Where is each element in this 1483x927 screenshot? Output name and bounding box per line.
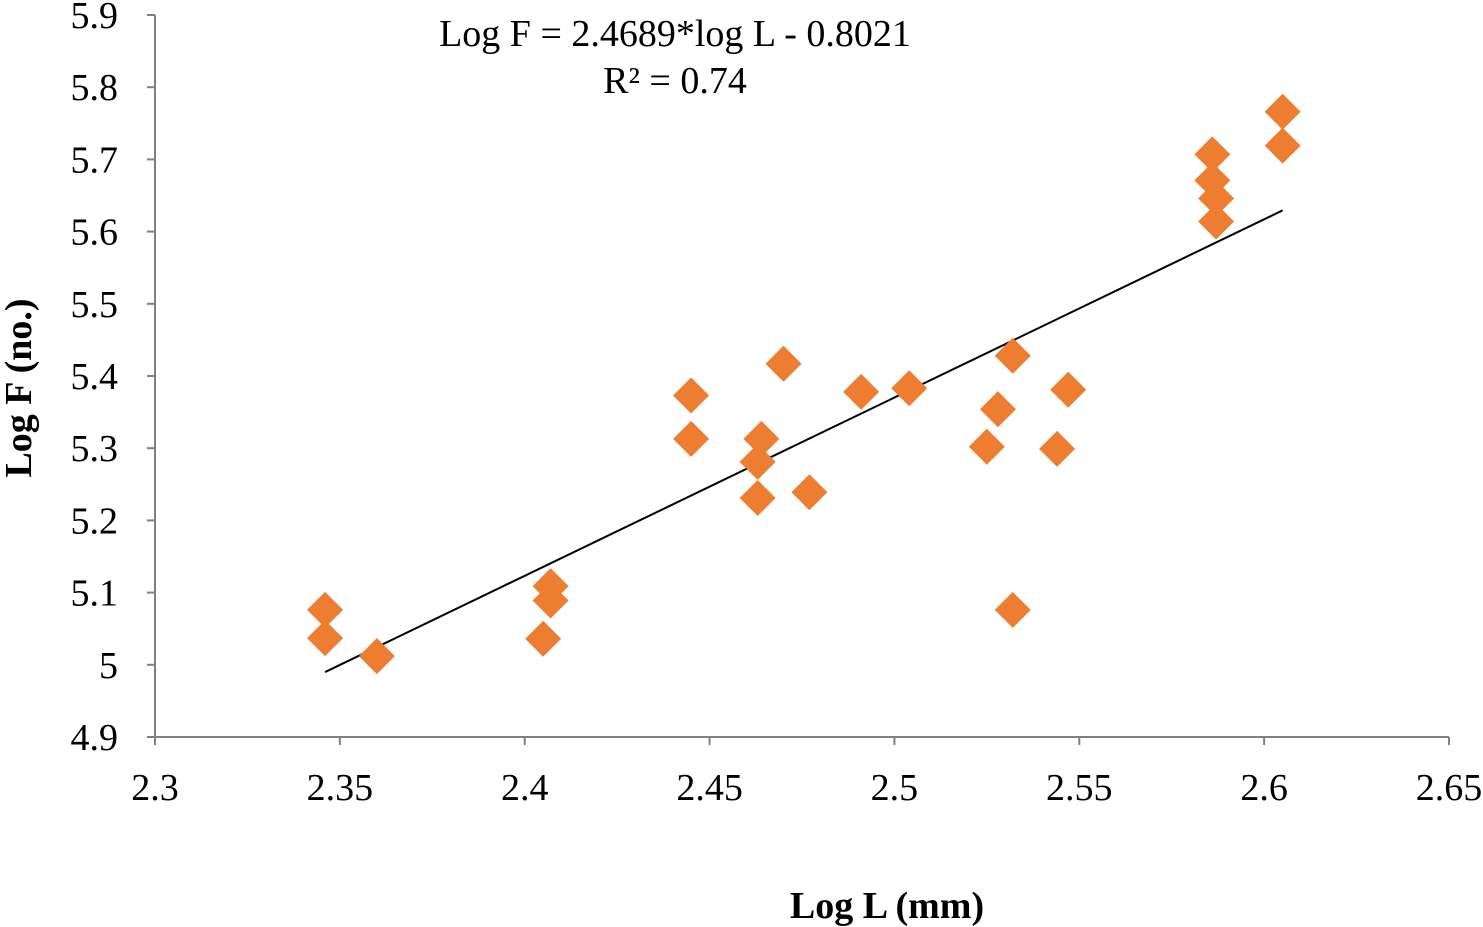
data-point [525,620,562,657]
data-point [307,620,344,657]
x-tick-label: 2.3 [131,767,179,809]
x-tick-label: 2.6 [1240,767,1288,809]
data-point [791,474,828,511]
data-point [1194,136,1231,173]
data-point [994,337,1031,374]
y-tick-label: 5.2 [71,500,119,542]
data-point [743,420,780,457]
axes [154,15,1449,738]
data-point [739,480,776,517]
y-tick-label: 5.3 [71,428,119,470]
y-tick-label: 5 [99,645,118,687]
data-point [891,370,928,407]
x-tick-label: 2.65 [1416,767,1483,809]
y-tick-label: 5.8 [71,67,119,109]
y-tick-label: 5.1 [71,573,119,615]
x-tick-label: 2.35 [307,767,374,809]
data-point [532,568,569,605]
data-point [994,591,1031,628]
trendline [324,209,1284,673]
y-tick-label: 5.4 [71,356,119,398]
y-tick-label: 5.7 [71,139,119,181]
data-point [1039,430,1076,467]
x-tick-label: 2.45 [676,767,743,809]
data-points [307,93,1301,675]
data-point [843,373,880,410]
data-point [1198,180,1235,217]
y-tick-label: 5.5 [71,284,119,326]
data-point [307,591,344,628]
data-point [1050,371,1087,408]
equation-label: Log F = 2.4689*log L - 0.8021 [439,13,911,55]
x-tick-label: 2.55 [1046,767,1113,809]
x-axis-title: Log L (mm) [790,885,984,927]
data-point [979,391,1016,428]
data-point [739,443,776,480]
y-tick-label: 4.9 [71,717,119,759]
data-point [1264,93,1301,130]
y-axis-title: Log F (no.) [0,298,40,477]
ticks: 2.3 2.35 2.4 2.45 2.5 2.55 2.6 2.65 4.9 5 5.1 5.2 5.… [71,0,1483,809]
x-tick-label: 2.5 [871,767,919,809]
data-point [765,345,802,382]
y-tick-label: 5.6 [71,212,119,254]
x-tick-label: 2.4 [501,767,549,809]
y-tick-label: 5.9 [71,0,119,37]
data-point [968,428,1005,465]
trendline-group [324,209,1284,673]
data-point [673,377,710,414]
data-point [358,638,395,675]
data-point [673,420,710,457]
data-point [1198,203,1235,240]
r-squared-label: R² = 0.74 [603,60,747,102]
data-point [1264,127,1301,164]
